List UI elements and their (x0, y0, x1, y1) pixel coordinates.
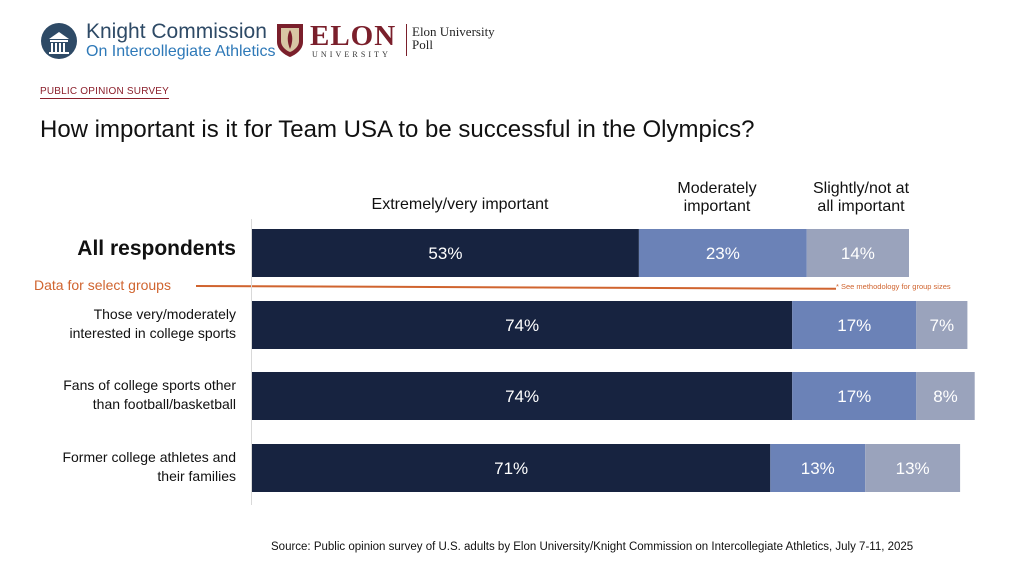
data-label-moderately-row-2: 17% (837, 316, 871, 335)
legend-line-2: important (683, 198, 751, 215)
knight-commission-logo: Knight Commission On Intercollegiate Ath… (40, 20, 275, 62)
bar-slightly-row-3 (916, 372, 975, 420)
data-label-slightly-row-3: 8% (933, 387, 958, 406)
row-label-line-2: interested in college sports (69, 325, 236, 341)
data-label-extremely-row-4: 71% (494, 459, 528, 478)
data-label-extremely-row-2: 74% (505, 316, 539, 335)
elon-university-wordmark: UNIVERSITY (312, 50, 391, 59)
legend-moderately-important: Moderately important (646, 180, 788, 216)
row-label-fans-other-sports: Fans of college sports other than footbal… (63, 376, 236, 414)
elon-university-poll-logo: ELON UNIVERSITY Elon University Poll (275, 20, 510, 62)
elon-poll-label: Elon University Poll (412, 25, 495, 51)
elon-shield-icon (277, 24, 303, 57)
row-label-line-1: Those very/moderately (93, 306, 236, 322)
elon-logo-divider (406, 24, 407, 56)
chart-axis-line (251, 219, 252, 505)
section-kicker: PUBLIC OPINION SURVEY (40, 86, 170, 99)
row-label-line-1: Former college athletes and (62, 449, 236, 465)
methodology-note: * See methodology for group sizes (836, 282, 951, 291)
row-label-former-athletes-families: Former college athletes and their familie… (62, 448, 236, 486)
bar-slightly-row-4 (865, 444, 961, 492)
data-label-slightly-row-1: 14% (841, 244, 875, 263)
row-label-line-1: All respondents (77, 237, 236, 260)
legend-line-1: Moderately (677, 180, 757, 197)
elon-poll-line-1: Elon University (412, 24, 495, 39)
bar-slightly-row-1 (806, 229, 909, 277)
bar-extremely-row-1 (252, 229, 639, 277)
legend-extremely-very-important: Extremely/very important (340, 196, 580, 214)
data-label-moderately-row-3: 17% (837, 387, 871, 406)
row-label-line-1: Fans of college sports other (63, 377, 236, 393)
source-note: Source: Public opinion survey of U.S. ad… (271, 541, 914, 553)
row-label-interested-college-sports: Those very/moderately interested in colle… (69, 305, 236, 343)
knight-commission-title: Knight Commission (86, 20, 267, 43)
chart-title: How important is it for Team USA to be s… (40, 116, 755, 143)
data-label-extremely-row-1: 53% (428, 244, 462, 263)
knight-commission-subtitle: On Intercollegiate Athletics (86, 43, 276, 60)
bar-slightly-row-2 (916, 301, 968, 349)
data-label-extremely-row-3: 74% (505, 387, 539, 406)
knight-commission-seal-icon (41, 23, 77, 59)
legend-line-1: Extremely/very important (371, 196, 549, 213)
bar-extremely-row-4 (252, 444, 771, 492)
legend-slightly-not-at-all-important: Slightly/not at all important (786, 180, 936, 216)
legend-line-2: all important (817, 198, 905, 215)
bar-moderately-row-2 (792, 301, 917, 349)
row-label-line-2: than football/basketball (92, 396, 236, 412)
bar-moderately-row-4 (770, 444, 866, 492)
legend-line-1: Slightly/not at (812, 180, 910, 197)
data-label-moderately-row-1: 23% (706, 244, 740, 263)
row-label-line-2: their families (157, 468, 236, 484)
data-label-moderately-row-4: 13% (801, 459, 835, 478)
select-groups-label: Data for select groups (34, 277, 171, 293)
data-label-slightly-row-2: 7% (930, 316, 955, 335)
elon-poll-line-2: Poll (412, 37, 433, 52)
bar-extremely-row-3 (252, 372, 793, 420)
bar-moderately-row-1 (638, 229, 807, 277)
row-label-all-respondents: All respondents (77, 237, 236, 260)
elon-wordmark: ELON (310, 20, 397, 52)
bar-moderately-row-3 (792, 372, 917, 420)
bar-extremely-row-2 (252, 301, 793, 349)
data-label-slightly-row-4: 13% (896, 459, 930, 478)
